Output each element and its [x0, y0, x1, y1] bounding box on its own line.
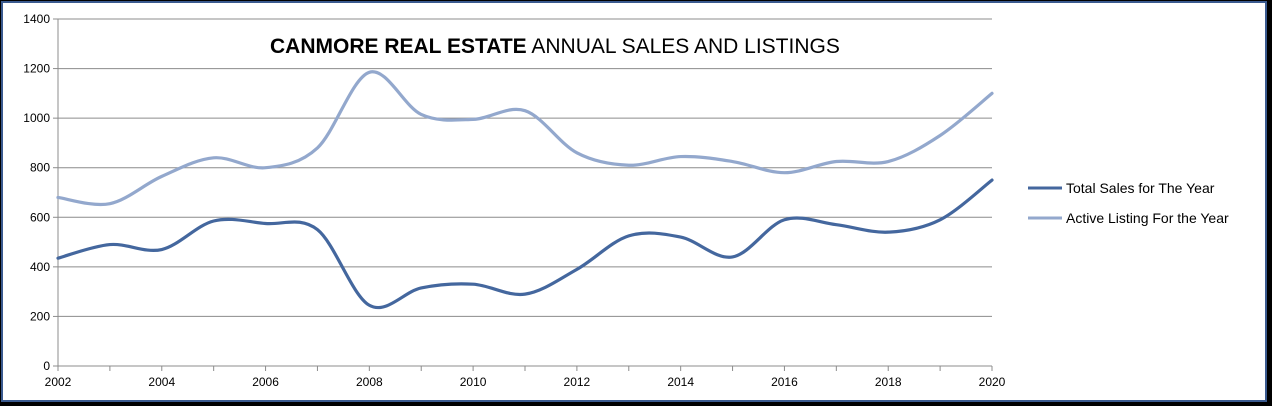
y-tick-label: 0	[43, 359, 50, 373]
x-tick-label: 2016	[771, 375, 798, 389]
axes	[57, 19, 992, 367]
series-line-active-listing	[56, 70, 994, 207]
x-tick-label: 2004	[148, 375, 175, 389]
y-tick-label: 800	[30, 161, 50, 175]
y-tick-label: 400	[30, 260, 50, 274]
x-tick-label: 2010	[460, 375, 487, 389]
series-lines	[56, 70, 994, 310]
y-tick-label: 1400	[23, 12, 50, 26]
chart-title-bold: CANMORE REAL ESTATE	[270, 35, 527, 58]
chart-title: CANMORE REAL ESTATE ANNUAL SALES AND LIS…	[270, 35, 840, 58]
series-line-total-sales	[56, 178, 994, 310]
legend-label-active-listing: Active Listing For the Year	[1066, 210, 1229, 226]
y-tick-label: 1000	[23, 111, 50, 125]
x-tick-label: 2014	[667, 375, 694, 389]
x-tick-label: 2008	[356, 375, 383, 389]
x-tick-label: 2002	[45, 375, 72, 389]
x-axis-ticks: 2002 2004 2006 2008 2010 2012 2014 2016 2018 2020	[45, 366, 1006, 389]
legend-label-total-sales: Total Sales for The Year	[1066, 180, 1215, 196]
x-tick-label: 2006	[252, 375, 279, 389]
y-axis-ticks: 0 200 400 600 800 1000 1200 1400	[23, 12, 58, 373]
x-tick-label: 2018	[875, 375, 902, 389]
x-tick-label: 2020	[979, 375, 1006, 389]
grid-lines	[58, 18, 992, 317]
y-tick-label: 1200	[23, 62, 50, 76]
chart-title-rest: ANNUAL SALES AND LISTINGS	[527, 35, 840, 58]
y-tick-label: 200	[30, 309, 50, 323]
legend: Total Sales for The Year Active Listing …	[1028, 180, 1229, 226]
y-tick-label: 600	[30, 210, 50, 224]
x-tick-label: 2012	[564, 375, 591, 389]
